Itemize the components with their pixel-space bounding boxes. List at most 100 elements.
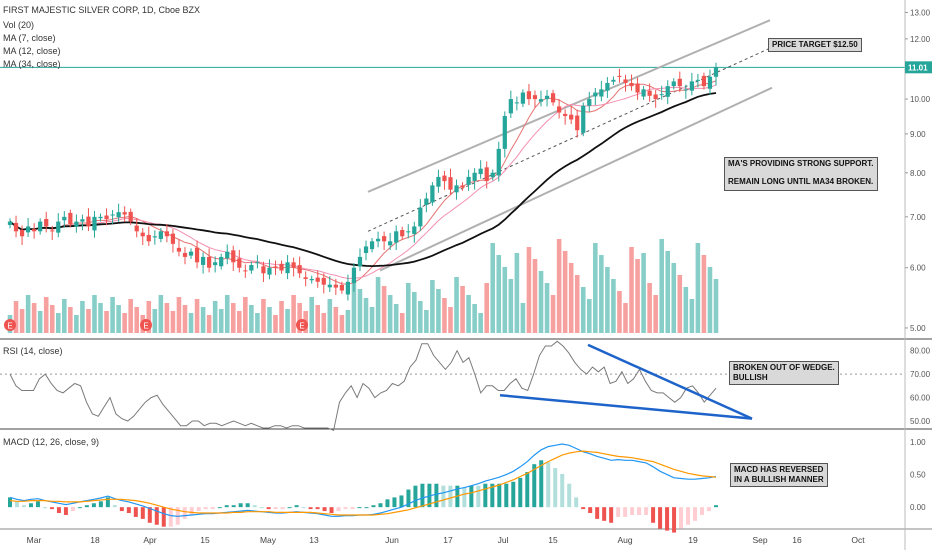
price-tick-label: 5.00 — [910, 324, 926, 333]
candle-body — [496, 148, 501, 176]
rsi-label[interactable]: RSI (14, close) — [3, 346, 63, 356]
candle-body — [194, 247, 200, 263]
channel-mid-line — [367, 46, 773, 232]
date-tick-label: Mar — [27, 535, 42, 545]
date-tick-label: May — [260, 535, 277, 545]
volume-bar — [671, 263, 677, 333]
date-tick-label: 16 — [792, 535, 802, 545]
macd-histogram-bar — [532, 464, 537, 508]
macd-histogram-bar — [112, 505, 117, 508]
date-tick-label: 13 — [309, 535, 319, 545]
volume-bar — [49, 305, 55, 333]
candle-body — [683, 89, 688, 91]
volume-bar — [424, 310, 429, 333]
candle-body — [56, 221, 61, 233]
candle-body — [297, 265, 302, 274]
macd-histogram-bar — [98, 501, 103, 508]
candle-body — [134, 225, 139, 232]
macd-note: MACD HAS REVERSED IN A BULLISH MANNER — [730, 463, 828, 487]
indicator-ma34[interactable]: MA (34, close) — [3, 59, 61, 69]
macd-histogram-bar — [595, 507, 600, 519]
price-tick-label: 13.00 — [910, 8, 931, 17]
rsi-tick-label: 60.00 — [910, 394, 931, 403]
candle-body — [62, 216, 67, 221]
macd-histogram-bar — [644, 507, 649, 515]
volume-bar — [273, 315, 278, 333]
candle-body — [635, 83, 640, 93]
candle-body — [502, 116, 507, 149]
macd-histogram-bar — [56, 507, 61, 514]
volume-bar — [411, 292, 417, 333]
volume-bar — [526, 247, 532, 333]
earnings-marker — [4, 319, 16, 331]
candle-body — [653, 94, 658, 100]
indicator-ma7[interactable]: MA (7, close) — [3, 33, 56, 43]
macd-histogram-bar — [602, 507, 607, 521]
date-tick-label: Jun — [385, 535, 399, 545]
macd-histogram-bar — [266, 507, 271, 510]
candle-body — [641, 89, 646, 97]
candle-body — [550, 93, 556, 103]
date-tick-label: 15 — [548, 535, 558, 545]
volume-bar — [701, 255, 707, 333]
macd-label[interactable]: MACD (12, 26, close, 9) — [3, 437, 100, 447]
candle-body — [430, 185, 435, 203]
earnings-marker-label: E — [299, 322, 304, 331]
volume-bar — [599, 255, 604, 333]
candle-body — [472, 172, 477, 181]
macd-histogram-bar — [238, 503, 243, 508]
last-price-label: 11.01 — [908, 63, 928, 72]
candle-body — [303, 277, 308, 279]
macd-histogram-bar — [700, 507, 705, 515]
price-tick-label: 10.00 — [910, 95, 931, 104]
candle-body — [707, 76, 713, 89]
candle-body — [92, 216, 97, 231]
indicator-ma12[interactable]: MA (12, close) — [3, 46, 61, 56]
volume-bar — [98, 303, 103, 333]
macd-histogram-bar — [329, 507, 334, 514]
volume-bar — [25, 295, 31, 333]
macd-histogram-bar — [511, 481, 516, 508]
volume-bar — [484, 283, 489, 333]
earnings-marker-label: E — [143, 322, 148, 331]
macd-histogram-bar — [294, 505, 299, 508]
volume-bar — [230, 303, 236, 333]
candle-body — [291, 262, 296, 268]
volume-bar — [611, 279, 616, 333]
macd-histogram-bar — [252, 505, 257, 508]
volume-bar — [110, 297, 115, 333]
candle-body — [599, 89, 604, 97]
volume-bar — [31, 303, 37, 333]
volume-bar — [713, 279, 719, 333]
candle-body — [544, 95, 550, 100]
candle-body — [110, 214, 115, 216]
candle-body — [128, 211, 133, 222]
date-tick-label: 17 — [443, 535, 453, 545]
macd-histogram-bar — [392, 497, 397, 508]
candle-body — [176, 247, 182, 252]
volume-bar — [574, 275, 580, 333]
candle-body — [713, 67, 719, 77]
candle-body — [309, 278, 314, 281]
macd-histogram-bar — [714, 505, 718, 508]
macd-histogram-bar — [203, 507, 208, 510]
candle-body — [418, 207, 423, 227]
volume-bar — [562, 251, 568, 333]
indicator-volume[interactable]: Vol (20) — [3, 20, 35, 30]
rsi-line — [9, 340, 717, 431]
earnings-marker — [140, 319, 152, 331]
price-target-note: PRICE TARGET $12.50 — [768, 38, 862, 52]
candle-body — [86, 216, 91, 227]
volume-bar — [255, 313, 260, 333]
volume-bar — [37, 311, 43, 333]
signal-line — [9, 450, 717, 516]
volume-bar — [249, 305, 254, 333]
candle-body — [255, 262, 260, 264]
volume-bar — [86, 309, 91, 333]
macd-histogram-bar — [686, 507, 691, 525]
date-tick-label: Sep — [752, 535, 767, 545]
candle-body — [617, 75, 622, 77]
ma-support-line-1: MA'S PROVIDING STRONG SUPPORT. — [728, 159, 874, 168]
